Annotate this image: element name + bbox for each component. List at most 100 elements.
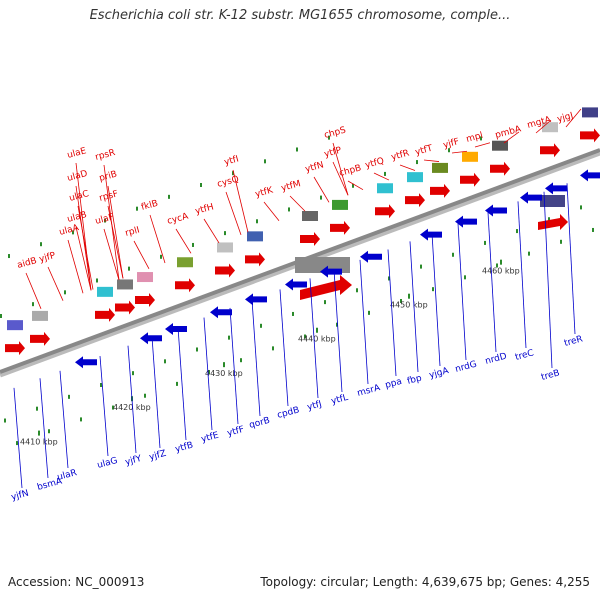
reverse-gene-label[interactable]: ytfB bbox=[174, 441, 194, 455]
reverse-gene-arrow[interactable] bbox=[285, 278, 307, 291]
feature-box[interactable] bbox=[462, 151, 478, 162]
forward-gene-label[interactable]: ytfT bbox=[414, 144, 434, 158]
reverse-gene-arrow[interactable] bbox=[140, 332, 162, 345]
feature-box[interactable] bbox=[407, 172, 423, 183]
reverse-gene-label[interactable]: yjfN bbox=[10, 489, 30, 503]
reverse-gene-label[interactable]: qorB bbox=[248, 416, 271, 431]
forward-gene-arrow[interactable] bbox=[460, 172, 480, 187]
forward-gene-label[interactable]: ytfM bbox=[280, 179, 302, 194]
forward-gene-label[interactable]: ytfQ bbox=[364, 156, 385, 171]
forward-gene-arrow[interactable] bbox=[405, 193, 425, 208]
reverse-gene-arrow[interactable] bbox=[210, 306, 232, 319]
reverse-gene-label[interactable]: fbp bbox=[406, 373, 423, 387]
reverse-gene-label[interactable]: ppa bbox=[384, 377, 403, 391]
reverse-gene-label[interactable]: nrdG bbox=[454, 360, 478, 375]
reverse-gene-label[interactable]: treR bbox=[563, 334, 584, 349]
forward-gene-label[interactable]: ytfH bbox=[194, 202, 215, 217]
forward-gene-label[interactable]: ulaA bbox=[58, 223, 81, 238]
reverse-gene-arrow[interactable] bbox=[455, 215, 477, 228]
feature-box[interactable] bbox=[377, 183, 393, 194]
reverse-gene-arrow[interactable] bbox=[75, 356, 97, 369]
forward-gene-arrow[interactable] bbox=[5, 341, 25, 356]
forward-gene-arrow[interactable] bbox=[538, 214, 568, 230]
forward-gene-arrow[interactable] bbox=[330, 220, 350, 235]
reverse-gene-arrow[interactable] bbox=[580, 169, 600, 182]
forward-gene-arrow[interactable] bbox=[30, 331, 50, 346]
feature-box[interactable] bbox=[542, 122, 558, 133]
feature-box[interactable] bbox=[137, 272, 153, 283]
reverse-gene-label[interactable]: ytfJ bbox=[306, 399, 323, 412]
reverse-gene-label[interactable]: cpdB bbox=[276, 405, 300, 420]
forward-gene-label[interactable]: ytfR bbox=[390, 149, 410, 163]
forward-gene-label[interactable]: rpsF bbox=[98, 189, 119, 204]
reverse-gene-label[interactable]: msrA bbox=[356, 383, 382, 399]
reverse-gene-label[interactable]: yjfY bbox=[124, 454, 143, 468]
feature-box[interactable] bbox=[432, 162, 448, 173]
reverse-gene-label[interactable]: ytfF bbox=[226, 425, 245, 439]
reverse-gene-arrow[interactable] bbox=[545, 182, 567, 195]
feature-box[interactable] bbox=[32, 310, 48, 321]
forward-gene-label[interactable]: yjgJ bbox=[556, 111, 574, 125]
forward-gene-arrow[interactable] bbox=[580, 128, 600, 143]
forward-gene-label[interactable]: pmbA bbox=[494, 124, 523, 141]
feature-block[interactable] bbox=[540, 195, 565, 207]
reverse-gene-label[interactable]: ytfL bbox=[330, 393, 349, 407]
forward-gene-label[interactable]: chpS bbox=[323, 125, 347, 140]
forward-gene-arrow[interactable] bbox=[300, 232, 320, 246]
reverse-gene-arrow[interactable] bbox=[420, 228, 442, 241]
forward-gene-label[interactable]: mpl bbox=[465, 131, 484, 145]
reverse-gene-label[interactable]: yjfZ bbox=[148, 449, 167, 463]
forward-gene-label[interactable]: priB bbox=[98, 170, 118, 184]
reverse-gene-arrow[interactable] bbox=[320, 265, 342, 278]
forward-gene-arrow[interactable] bbox=[115, 300, 135, 315]
forward-gene-label[interactable]: ytfI bbox=[223, 154, 240, 167]
reverse-gene-label[interactable]: ulaR bbox=[56, 468, 78, 483]
reverse-gene-label[interactable]: treB bbox=[540, 368, 561, 383]
reverse-gene-label[interactable]: treC bbox=[514, 348, 535, 363]
forward-gene-arrow[interactable] bbox=[175, 278, 195, 293]
forward-gene-arrow[interactable] bbox=[135, 293, 155, 308]
reverse-gene-arrow[interactable] bbox=[245, 293, 267, 306]
forward-gene-label[interactable]: ytfP bbox=[323, 146, 343, 160]
forward-gene-arrow[interactable] bbox=[375, 204, 395, 219]
forward-gene-label[interactable]: ulaE bbox=[66, 146, 88, 161]
feature-box[interactable] bbox=[7, 320, 23, 331]
reverse-gene-arrow[interactable] bbox=[520, 191, 542, 204]
reverse-gene-label[interactable]: nrdD bbox=[484, 352, 508, 367]
feature-box[interactable] bbox=[117, 279, 133, 290]
feature-box[interactable] bbox=[582, 107, 598, 118]
forward-gene-arrow[interactable] bbox=[215, 263, 235, 278]
reverse-gene-label[interactable]: ulaG bbox=[96, 456, 119, 471]
feature-box[interactable] bbox=[177, 257, 193, 268]
reverse-gene-arrow[interactable] bbox=[485, 204, 507, 217]
reverse-gene-arrow[interactable] bbox=[360, 250, 382, 263]
forward-gene-arrow[interactable] bbox=[245, 252, 265, 267]
feature-box[interactable] bbox=[217, 242, 233, 253]
feature-box[interactable] bbox=[302, 211, 318, 221]
forward-gene-label[interactable]: fklB bbox=[140, 199, 159, 213]
forward-gene-arrow[interactable] bbox=[430, 183, 450, 198]
forward-gene-label[interactable]: cycA bbox=[166, 211, 190, 226]
forward-gene-arrow[interactable] bbox=[95, 307, 115, 322]
forward-gene-label[interactable]: ytfN bbox=[304, 160, 325, 175]
forward-gene-label[interactable]: ytfK bbox=[254, 185, 275, 200]
forward-gene-arrow[interactable] bbox=[300, 275, 352, 300]
feature-box[interactable] bbox=[247, 231, 263, 242]
forward-gene-arrow[interactable] bbox=[540, 143, 560, 158]
forward-gene-label[interactable]: aidB bbox=[16, 256, 38, 271]
feature-box[interactable] bbox=[97, 286, 113, 297]
forward-gene-label[interactable]: rplI bbox=[124, 225, 141, 238]
forward-gene-label[interactable]: yjfF bbox=[442, 137, 460, 151]
forward-gene-label[interactable]: rpsR bbox=[94, 148, 116, 163]
reverse-gene-label[interactable]: yjgA bbox=[428, 366, 450, 381]
forward-gene-arrow[interactable] bbox=[490, 161, 510, 176]
map-title: Escherichia coli str. K-12 substr. MG165… bbox=[89, 8, 511, 23]
forward-gene-label[interactable]: yjfP bbox=[38, 251, 57, 265]
forward-gene-label[interactable]: chpB bbox=[338, 163, 362, 178]
reverse-gene-label[interactable]: ytfE bbox=[200, 431, 220, 445]
reverse-gene-arrow[interactable] bbox=[165, 322, 187, 335]
feature-box[interactable] bbox=[332, 199, 348, 210]
feature-box[interactable] bbox=[492, 140, 508, 151]
forward-gene-label[interactable]: cysQ bbox=[216, 175, 240, 190]
